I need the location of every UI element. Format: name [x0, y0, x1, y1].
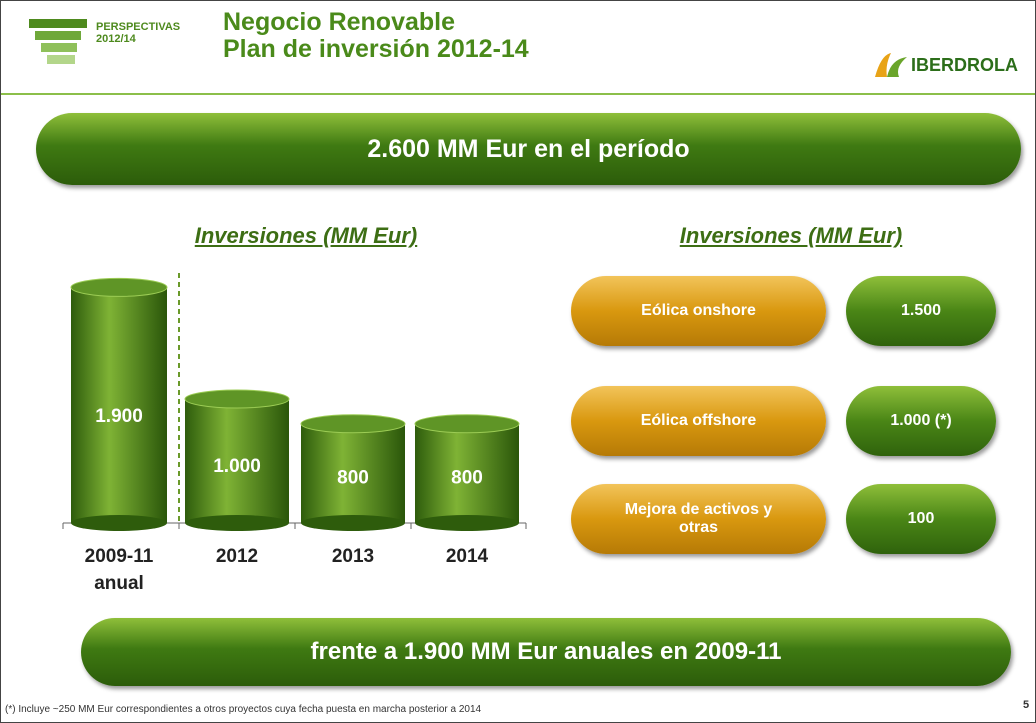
bar-bottom	[71, 515, 167, 531]
page-number: 5	[1023, 699, 1030, 711]
title-line: Negocio Renovable	[223, 8, 455, 36]
bar-top	[184, 389, 290, 409]
title-line: Plan de inversión 2012-14	[223, 35, 529, 63]
logo-stripes	[29, 19, 87, 64]
bar-top	[300, 414, 406, 434]
x-tick-label: 2014	[445, 546, 489, 567]
bar	[301, 423, 405, 523]
row-label: Mejora de activos y otras	[571, 484, 826, 554]
x-tick-label: 2009-11 anual	[84, 546, 154, 594]
row-value: 100	[846, 484, 996, 554]
brand: IBERDROLA	[911, 55, 1018, 75]
logo-years: 2012/14	[96, 33, 136, 45]
footnote: (*) Incluye ~250 MM Eur correspondientes…	[5, 704, 482, 715]
value-label: 1.000	[213, 456, 261, 477]
logo-title: PERSPECTIVAS	[96, 21, 181, 33]
bar	[415, 423, 519, 523]
row-value: 1.500	[846, 276, 996, 346]
title: Negocio Renovable Plan de inversión 2012…	[223, 9, 529, 63]
row-label: Eólica onshore	[571, 276, 826, 346]
bar-top	[414, 414, 520, 434]
header-rule	[1, 93, 1035, 95]
value-label: 800	[451, 467, 483, 488]
row-label: Eólica offshore	[571, 386, 826, 456]
chart-title: Inversiones (MM Eur)	[194, 223, 418, 248]
breakdown-title: Inversiones (MM Eur)	[679, 223, 903, 248]
bar-top	[70, 277, 168, 297]
bar	[71, 287, 167, 523]
value-label: 800	[337, 467, 369, 488]
x-tick-label: 2013	[331, 546, 375, 567]
banner: 2.600 MM Eur en el período	[36, 113, 1021, 185]
bar-bottom	[185, 515, 289, 531]
bar-bottom	[301, 515, 405, 531]
row-value: 1.000 (*)	[846, 386, 996, 456]
value-label: 1.900	[95, 406, 143, 427]
x-tick-label: 2012	[215, 546, 259, 567]
bar-bottom	[415, 515, 519, 531]
chart: 1.900 1.000 800 800	[62, 273, 527, 531]
bar	[185, 399, 289, 523]
footer-banner: frente a 1.900 MM Eur anuales en 2009-11	[81, 618, 1011, 686]
brand-icon	[875, 53, 907, 77]
